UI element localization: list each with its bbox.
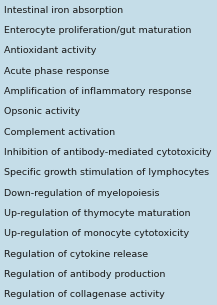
Text: Intestinal iron absorption: Intestinal iron absorption <box>4 6 123 15</box>
Text: Inhibition of antibody-mediated cytotoxicity: Inhibition of antibody-mediated cytotoxi… <box>4 148 212 157</box>
Text: Regulation of antibody production: Regulation of antibody production <box>4 270 165 279</box>
Text: Regulation of collagenase activity: Regulation of collagenase activity <box>4 290 165 299</box>
Text: Acute phase response: Acute phase response <box>4 67 109 76</box>
Text: Enterocyte proliferation/gut maturation: Enterocyte proliferation/gut maturation <box>4 26 191 35</box>
Text: Opsonic activity: Opsonic activity <box>4 107 80 116</box>
Text: Down-regulation of myelopoiesis: Down-regulation of myelopoiesis <box>4 189 159 198</box>
Text: Regulation of cytokine release: Regulation of cytokine release <box>4 250 148 259</box>
Text: Specific growth stimulation of lymphocytes: Specific growth stimulation of lymphocyt… <box>4 168 209 177</box>
Text: Antioxidant activity: Antioxidant activity <box>4 46 96 55</box>
Text: Complement activation: Complement activation <box>4 128 115 137</box>
Text: Amplification of inflammatory response: Amplification of inflammatory response <box>4 87 192 96</box>
Text: Up-regulation of monocyte cytotoxicity: Up-regulation of monocyte cytotoxicity <box>4 229 189 238</box>
Text: Up-regulation of thymocyte maturation: Up-regulation of thymocyte maturation <box>4 209 191 218</box>
